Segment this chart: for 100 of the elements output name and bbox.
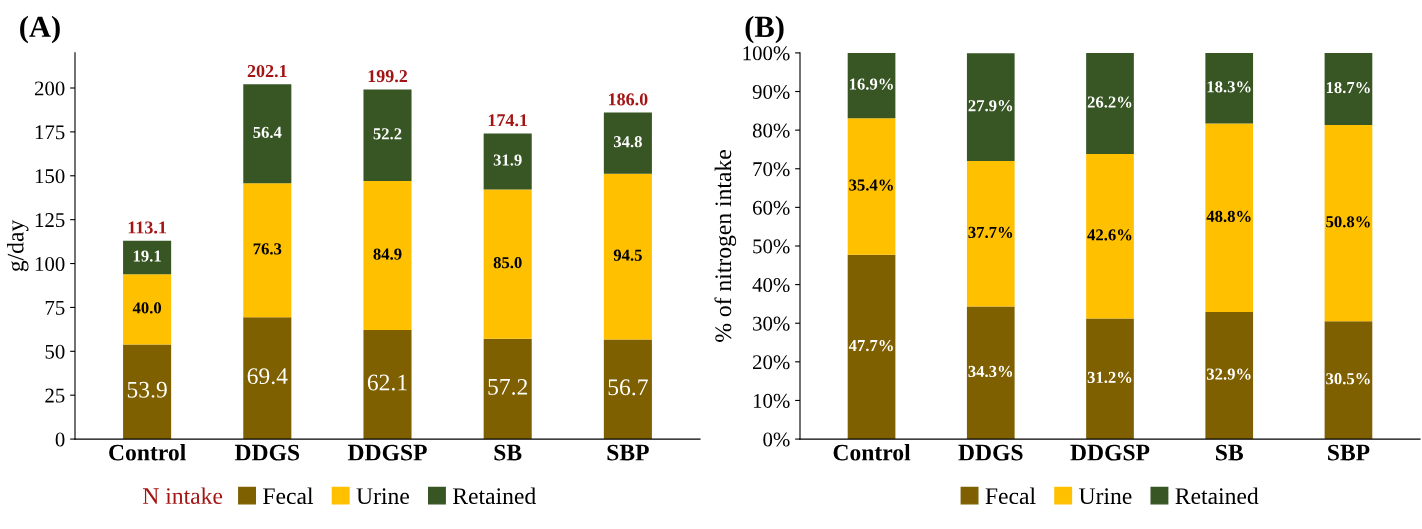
data-label: 85.0 xyxy=(493,256,522,269)
y-tick-label: 75 xyxy=(45,301,65,315)
x-tick-label: DDGSP xyxy=(347,444,427,461)
y-tick-label: 20% xyxy=(753,355,790,370)
y-tick-label: 0 xyxy=(55,432,65,447)
y-tick-label: 50% xyxy=(753,239,790,254)
data-label: 26.2% xyxy=(1087,96,1132,108)
bar xyxy=(243,84,292,184)
bar xyxy=(1086,52,1134,155)
bar xyxy=(1086,318,1134,440)
data-label: 57.2 xyxy=(488,378,528,395)
chart-title: (B) xyxy=(745,15,784,44)
y-tick-label: 25 xyxy=(45,388,65,403)
y-tick-label: 80% xyxy=(752,123,790,138)
bar xyxy=(1086,154,1134,319)
bar xyxy=(363,181,412,331)
y-tick-label: 70% xyxy=(753,162,790,177)
bar xyxy=(1324,125,1373,322)
y-tick-label: 100 xyxy=(35,256,65,271)
data-label: 18.3% xyxy=(1207,81,1251,93)
bar xyxy=(847,254,896,440)
y-tick-label: 40% xyxy=(752,277,790,293)
x-tick-label: SBP xyxy=(1328,444,1370,461)
x-tick-label: DDGS xyxy=(234,444,300,461)
legend-label: Retained xyxy=(1175,487,1259,505)
text: N intake xyxy=(142,487,223,505)
data-label: 69.4 xyxy=(247,368,288,385)
data-label: 84.9 xyxy=(373,248,402,260)
bar xyxy=(483,189,532,339)
data-label: 42.6% xyxy=(1087,229,1132,241)
bar xyxy=(966,306,1015,440)
data-label: 50.8% xyxy=(1326,216,1370,228)
data-label: 52.2 xyxy=(373,128,402,140)
data-label: 31.9 xyxy=(493,154,522,166)
chart-title: (A) xyxy=(20,15,60,44)
data-label: 32.9% xyxy=(1206,368,1251,380)
x-tick-label: Control xyxy=(833,443,911,461)
y-tick-label: 60% xyxy=(752,200,790,215)
bar xyxy=(847,118,896,255)
bar xyxy=(1205,312,1254,440)
data-label: 53.9 xyxy=(127,381,167,398)
total-label: 199.2 xyxy=(368,70,408,83)
y-tick-label: 150 xyxy=(35,169,65,184)
bar xyxy=(603,112,652,174)
data-label: 40.0 xyxy=(132,302,162,314)
bar xyxy=(363,330,412,440)
bar xyxy=(243,317,292,440)
data-label: 34.3% xyxy=(968,365,1013,378)
y-axis-title: g/day xyxy=(6,219,29,272)
bar xyxy=(1205,123,1254,313)
y-tick-label: 50 xyxy=(45,344,65,359)
y-tick-label: 30% xyxy=(753,316,790,331)
data-label: 47.7% xyxy=(848,339,893,352)
data-label: 37.7% xyxy=(968,226,1013,239)
data-label: 27.9% xyxy=(968,100,1013,112)
total-label: 113.1 xyxy=(128,221,166,234)
x-tick-label: SB xyxy=(1216,444,1244,461)
bar xyxy=(363,89,412,182)
bar xyxy=(1205,52,1254,124)
legend-label: Urine xyxy=(356,488,409,505)
x-tick-label: SB xyxy=(494,444,522,461)
y-tick-label: 0% xyxy=(763,432,790,447)
legend-label: Retained xyxy=(452,487,536,505)
data-label: 76.3 xyxy=(253,243,282,255)
data-label: 31.2% xyxy=(1087,371,1132,384)
legend-label: Urine xyxy=(1079,488,1132,505)
legend-label: Fecal xyxy=(263,487,314,505)
bar xyxy=(243,183,292,318)
bar xyxy=(123,240,172,275)
bar xyxy=(1324,321,1373,440)
y-axis-title: % of nitrogen intake xyxy=(714,150,737,342)
data-label: 34.8 xyxy=(613,136,642,148)
data-label: 35.4% xyxy=(849,179,893,191)
data-label: 30.5% xyxy=(1326,373,1370,385)
bar xyxy=(966,161,1015,307)
total-label: 174.1 xyxy=(488,114,528,127)
bar xyxy=(603,173,652,340)
y-tick-label: 125 xyxy=(35,213,65,228)
x-tick-label: DDGSP xyxy=(1070,444,1150,461)
total-label: 202.1 xyxy=(247,64,287,78)
bar xyxy=(483,338,532,440)
data-label: 56.7 xyxy=(608,379,648,396)
x-tick-label: SBP xyxy=(607,444,649,461)
bar xyxy=(483,133,532,190)
data-label: 19.1 xyxy=(133,250,161,262)
y-tick-label: 100% xyxy=(743,46,790,61)
legend-label: Fecal xyxy=(985,487,1036,505)
bar xyxy=(123,274,172,345)
data-label: 16.9% xyxy=(849,78,893,90)
data-label: 56.4 xyxy=(253,126,282,139)
data-label: 18.7% xyxy=(1326,81,1370,94)
total-label: 186.0 xyxy=(609,93,648,106)
data-label: 48.8% xyxy=(1206,210,1251,223)
bar xyxy=(603,339,652,440)
bar xyxy=(123,344,172,440)
y-tick-label: 175 xyxy=(35,125,65,140)
x-tick-label: DDGS xyxy=(958,444,1023,461)
bar xyxy=(966,53,1015,162)
y-tick-label: 90% xyxy=(752,84,790,100)
bar xyxy=(1324,52,1373,126)
